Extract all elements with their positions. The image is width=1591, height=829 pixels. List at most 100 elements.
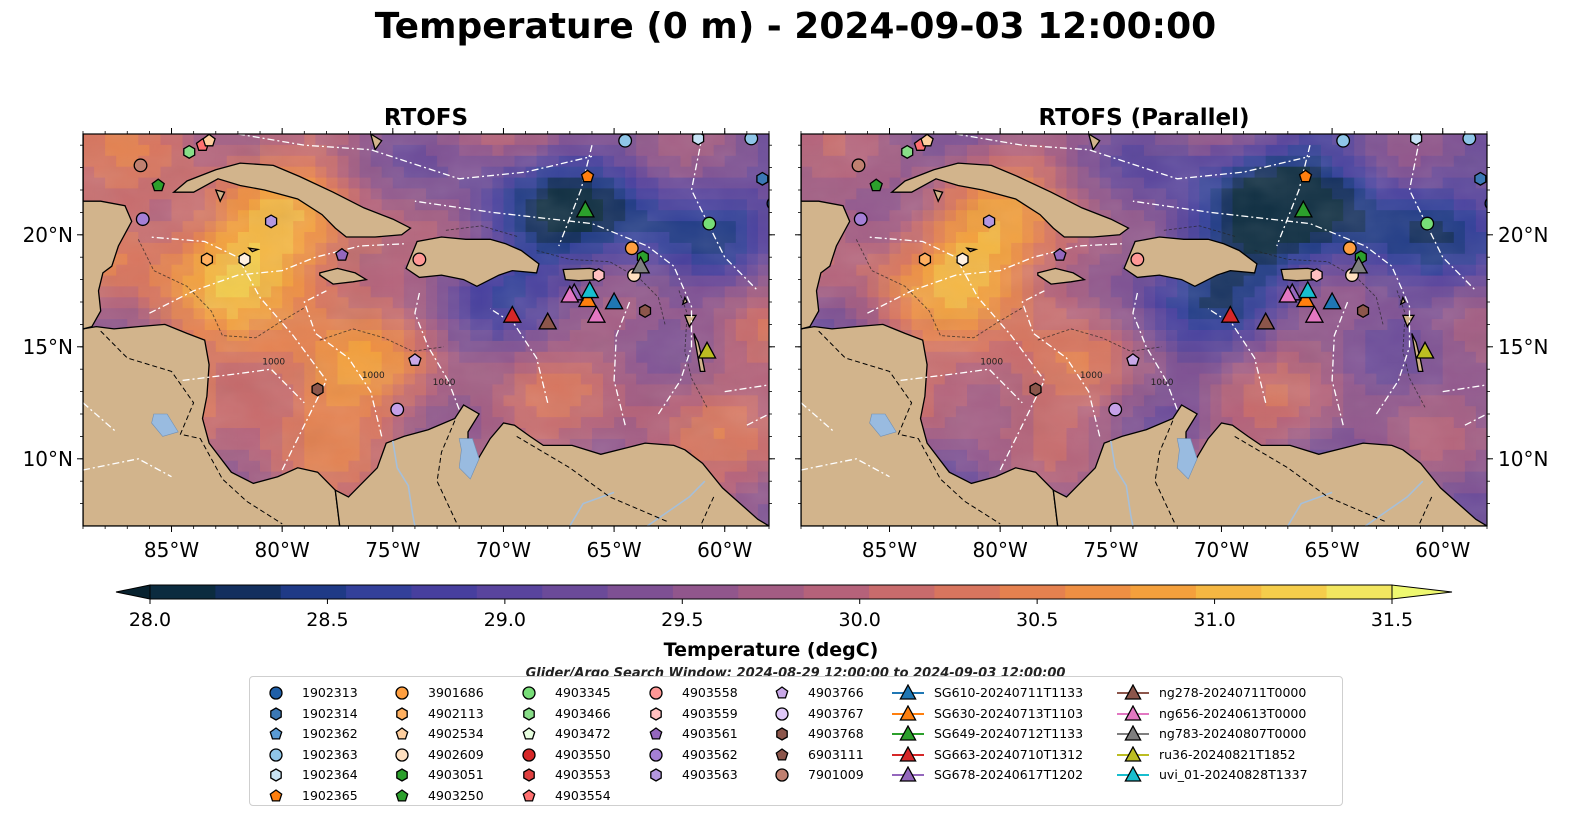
legend-triangle xyxy=(899,704,917,721)
legend-label: 4903562 xyxy=(682,746,738,762)
eez-boundary xyxy=(83,458,172,478)
legend-marker-icon xyxy=(523,706,535,721)
eez-boundary xyxy=(83,402,117,433)
depth-contour xyxy=(137,239,307,339)
legend-marker-icon xyxy=(396,706,408,721)
colorbar-segment xyxy=(869,585,935,599)
lake xyxy=(1176,438,1198,480)
map-panel-1: 1000 1000 1000 RTOFS 85°W 80°W 75°W 70°W 65°W 60°… xyxy=(23,105,775,562)
lon-tick-label: 85°W xyxy=(862,538,917,562)
legend-symbol xyxy=(775,768,789,783)
legend-label: 4903554 xyxy=(555,787,611,803)
marker-ng656-20240613T0000 xyxy=(1278,284,1298,303)
legend-label: 4903250 xyxy=(428,787,484,803)
legend-triangle xyxy=(1124,684,1142,700)
land xyxy=(171,162,412,238)
legend-triangle xyxy=(1124,704,1142,721)
legend-symbol xyxy=(649,748,663,762)
depth-contour xyxy=(536,250,666,325)
marker-4903559 xyxy=(1310,268,1323,283)
legend-symbol xyxy=(649,727,663,740)
legend-marker-icon xyxy=(522,686,536,700)
land xyxy=(1411,333,1424,373)
depth-contour xyxy=(677,288,708,408)
legend-label: 4903766 xyxy=(808,685,864,700)
legend-label: 4903767 xyxy=(808,705,864,721)
lon-tick-label: 70°W xyxy=(476,538,531,562)
eez-boundary xyxy=(414,292,460,410)
legend-symbol xyxy=(269,727,283,740)
legend-marker-icon xyxy=(776,727,788,741)
marker-7901009 xyxy=(851,158,866,173)
marker-SG663-20240710T1312 xyxy=(1220,305,1240,323)
colorbar-extend-over xyxy=(1391,584,1453,600)
legend-label: 4903559 xyxy=(682,705,738,721)
legend-symbol xyxy=(269,686,283,700)
land xyxy=(405,236,540,288)
legend-marker-icon xyxy=(775,686,789,699)
colorbar-segment xyxy=(542,585,609,599)
depth-contour-label: 1000 xyxy=(362,371,385,381)
legend-marker-icon xyxy=(649,686,663,700)
eez-boundary xyxy=(1021,290,1101,437)
colorbar-segment xyxy=(280,585,347,599)
marker-4903562 xyxy=(853,212,868,227)
legend-symbol xyxy=(650,706,662,721)
lon-tick-label: 70°W xyxy=(1194,538,1249,562)
legend-symbol xyxy=(523,768,535,783)
marker-SG649-20240712T1133 xyxy=(575,199,595,218)
marker-ng278-20240711T0000 xyxy=(538,311,558,330)
legend-marker-icon xyxy=(775,706,789,721)
land xyxy=(889,162,1130,238)
marker-4902113 xyxy=(918,252,932,267)
river xyxy=(1110,440,1134,526)
marker-4903345 xyxy=(1420,216,1435,231)
legend-label: 4903563 xyxy=(682,767,738,783)
legend-symbol xyxy=(522,727,536,740)
legend-marker-icon xyxy=(269,748,283,762)
country-border xyxy=(1154,420,1176,525)
marker-3901686 xyxy=(1342,241,1357,256)
marker-ng656-20240613T0000 xyxy=(1304,305,1325,323)
marker-4903561 xyxy=(1053,247,1067,261)
marker-7901009 xyxy=(133,158,148,173)
land xyxy=(334,404,769,526)
lat-tick-label: 20°N xyxy=(1498,223,1548,247)
colorbar-tick-label: 29.5 xyxy=(661,609,703,631)
legend-marker-icon xyxy=(270,768,282,783)
legend-marker-icon xyxy=(395,789,409,802)
marker-4903250 xyxy=(869,178,883,192)
colorbar-tick-label: 30.0 xyxy=(839,609,881,631)
river xyxy=(1287,491,1333,526)
legend-marker-icon xyxy=(269,789,283,802)
river xyxy=(569,491,615,526)
lon-tick-label: 80°W xyxy=(255,538,310,562)
land xyxy=(1399,295,1406,306)
legend-marker-icon xyxy=(1117,725,1149,741)
marker-4903250 xyxy=(151,178,165,192)
legend-symbol xyxy=(270,768,282,783)
depth-contour-label: 1000 xyxy=(980,358,1003,368)
legend-marker-icon xyxy=(395,727,409,740)
marker-1902363 xyxy=(1336,134,1351,148)
marker-ru36-20240821T1852 xyxy=(1415,340,1435,359)
legend-marker-icon xyxy=(395,686,409,700)
legend-marker-icon xyxy=(395,748,409,762)
marker-3901686 xyxy=(624,241,639,256)
eez-boundary xyxy=(558,145,593,247)
marker-ng783-20240807T0000 xyxy=(1349,255,1369,274)
legend-triangle xyxy=(899,684,917,700)
land xyxy=(681,295,688,306)
marker-1902314 xyxy=(756,171,769,186)
land xyxy=(932,189,944,203)
land xyxy=(1123,236,1258,288)
colorbar-extend-under xyxy=(115,584,151,600)
marker-4903472 xyxy=(238,252,251,267)
colorbar-segment xyxy=(1261,585,1328,599)
colorbar-segment xyxy=(346,585,412,599)
depth-contour xyxy=(445,225,520,238)
legend-label: 4903472 xyxy=(555,726,611,742)
country-border xyxy=(818,330,1001,525)
legend-label: 4903553 xyxy=(555,767,611,783)
legend-label: 4903051 xyxy=(428,767,484,783)
